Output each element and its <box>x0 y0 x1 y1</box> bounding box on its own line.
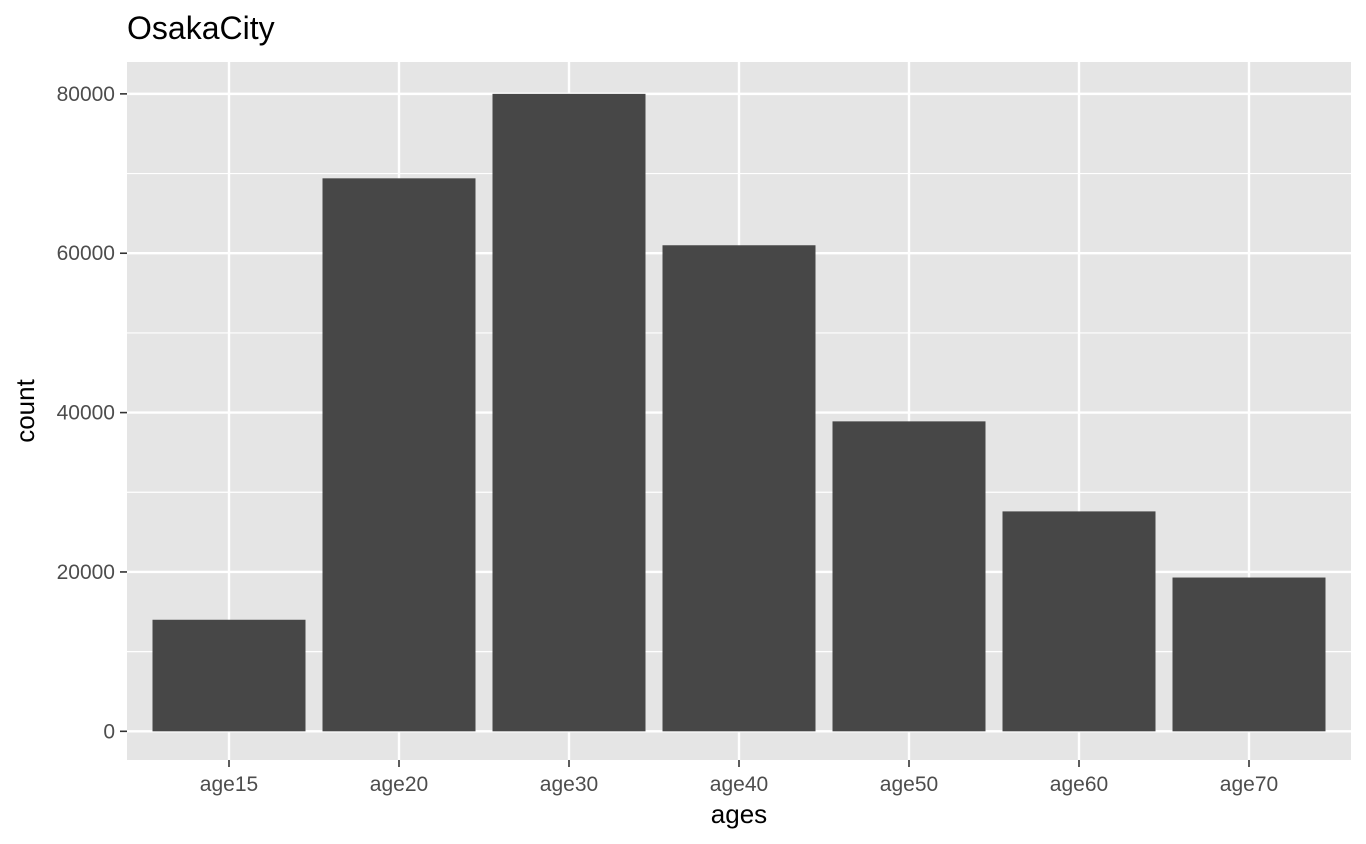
x-tick-label: age50 <box>880 773 938 796</box>
bar-age30 <box>492 93 646 732</box>
y-axis-title: count <box>10 378 40 442</box>
bar-age15 <box>152 619 306 732</box>
bar-age60 <box>1002 511 1156 732</box>
x-tick-label: age15 <box>200 773 258 796</box>
x-tick-label: age70 <box>1220 773 1278 796</box>
y-tick-label: 0 <box>103 720 115 743</box>
y-axis: 0 20000 40000 60000 80000 <box>57 83 127 743</box>
bars <box>152 93 1326 732</box>
x-tick-label: age30 <box>540 773 598 796</box>
x-tick-label: age40 <box>710 773 768 796</box>
y-tick-label: 40000 <box>57 402 115 425</box>
bar-age40 <box>662 245 816 732</box>
y-tick-label: 20000 <box>57 561 115 584</box>
x-axis: age15 age20 age30 age40 age50 age60 age70 <box>200 760 1278 796</box>
bar-age50 <box>832 421 986 732</box>
y-tick-label: 60000 <box>57 242 115 265</box>
bar-age20 <box>322 178 476 732</box>
x-tick-label: age20 <box>370 773 428 796</box>
y-tick-label: 80000 <box>57 83 115 106</box>
x-tick-label: age60 <box>1050 773 1108 796</box>
chart-title: OsakaCity <box>127 10 275 46</box>
bar-age70 <box>1172 577 1326 732</box>
x-axis-title: ages <box>711 799 767 829</box>
